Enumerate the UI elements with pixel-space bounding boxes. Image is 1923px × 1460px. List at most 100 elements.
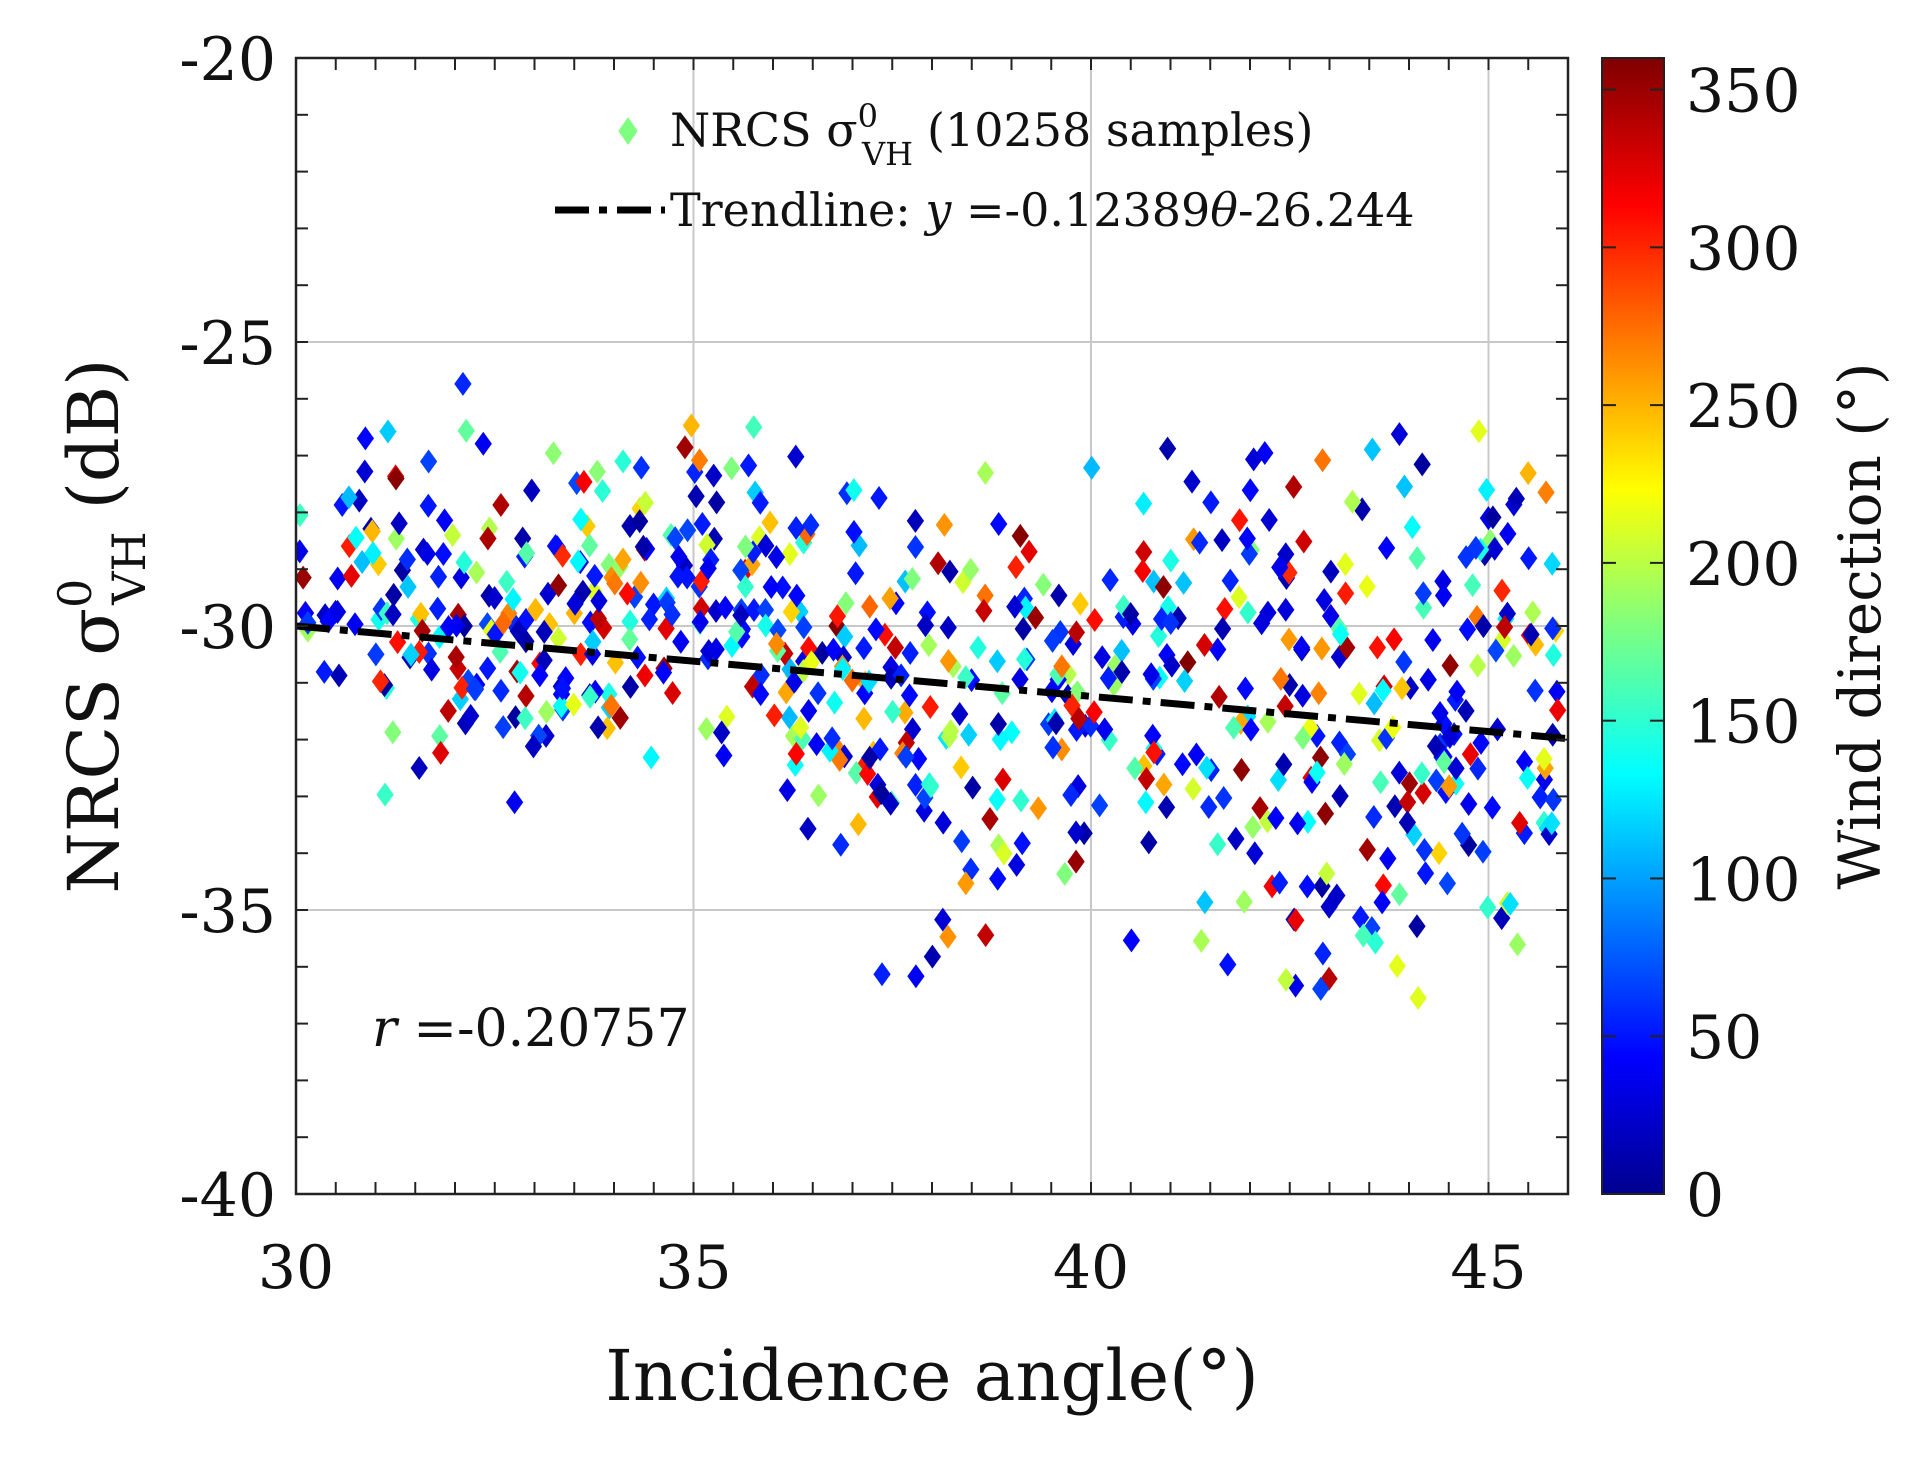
scatter-point bbox=[553, 543, 572, 568]
legend-scatter-marker bbox=[618, 117, 638, 145]
scatter-point bbox=[1144, 723, 1162, 748]
scatter-point bbox=[941, 559, 959, 584]
colorbar-tick-label: 0 bbox=[1686, 1161, 1724, 1231]
scatter-point bbox=[807, 732, 826, 757]
scatter-point bbox=[1507, 486, 1525, 511]
scatter-point bbox=[832, 832, 850, 857]
scatter-point bbox=[1069, 774, 1087, 799]
scatter-point bbox=[1390, 882, 1409, 907]
scatter-point bbox=[809, 783, 828, 808]
scatter-point bbox=[544, 441, 563, 466]
scatter-point bbox=[390, 511, 408, 536]
scatter-point bbox=[506, 705, 525, 730]
scatter-point bbox=[1059, 662, 1077, 687]
scatter-point bbox=[1154, 574, 1173, 599]
scatter-point bbox=[1366, 930, 1385, 955]
scatter-point bbox=[1236, 676, 1254, 701]
scatter-point bbox=[1350, 681, 1368, 706]
scatter-point bbox=[1044, 735, 1062, 760]
scatter-point bbox=[920, 633, 938, 658]
scatter-point bbox=[454, 371, 472, 396]
scatter-point bbox=[897, 744, 915, 769]
scatter-point bbox=[802, 513, 820, 538]
scatter-point bbox=[1310, 681, 1328, 706]
scatter-point bbox=[1067, 849, 1085, 874]
scatter-point bbox=[432, 740, 450, 765]
scatter-point bbox=[1280, 673, 1299, 698]
scatter-point bbox=[942, 719, 960, 744]
scatter-point bbox=[1245, 447, 1263, 472]
scatter-point bbox=[1179, 650, 1197, 675]
scatter-point bbox=[1014, 616, 1032, 641]
scatter-point bbox=[1007, 555, 1025, 580]
scatter-point bbox=[384, 720, 402, 745]
scatter-point bbox=[1242, 717, 1260, 742]
scatter-point bbox=[1210, 684, 1228, 709]
scatter-point bbox=[1258, 809, 1277, 834]
scatter-point bbox=[693, 511, 711, 536]
scatter-point bbox=[1408, 914, 1426, 939]
scatter-point bbox=[376, 782, 394, 807]
scatter-point bbox=[845, 519, 863, 544]
scatter-point bbox=[1270, 870, 1289, 895]
scatter-point bbox=[1158, 436, 1177, 461]
scatter-point bbox=[1353, 497, 1371, 522]
scatter-point bbox=[418, 541, 437, 566]
scatter-point bbox=[929, 551, 947, 576]
scatter-point bbox=[1501, 891, 1519, 916]
scatter-point bbox=[517, 684, 535, 709]
scatter-point bbox=[1221, 568, 1239, 593]
scatter-point bbox=[640, 607, 659, 632]
y-tick-label: -25 bbox=[179, 309, 276, 379]
scatter-point bbox=[969, 635, 987, 660]
scatter-point bbox=[494, 610, 512, 635]
scatter-point bbox=[1053, 654, 1071, 679]
scatter-point bbox=[964, 775, 982, 800]
scatter-point bbox=[678, 518, 697, 543]
scatter-point bbox=[1548, 679, 1566, 704]
scatter-point bbox=[1479, 895, 1497, 920]
scatter-point bbox=[329, 566, 347, 591]
scatter-point bbox=[1277, 967, 1295, 992]
scatter-point bbox=[364, 541, 382, 566]
scatter-point bbox=[900, 683, 919, 708]
scatter-point bbox=[1174, 570, 1193, 595]
scatter-point bbox=[976, 460, 995, 485]
scatter-point bbox=[1544, 787, 1562, 812]
scatter-point bbox=[1100, 727, 1118, 752]
scatter-point bbox=[1230, 508, 1249, 533]
scatter-point bbox=[1219, 952, 1237, 977]
scatter-point bbox=[1011, 667, 1029, 692]
scatter-point bbox=[330, 663, 348, 688]
scatter-point bbox=[1316, 801, 1335, 826]
scatter-point bbox=[1232, 757, 1251, 782]
scatter-point bbox=[1145, 740, 1163, 765]
scatter-point bbox=[505, 790, 524, 815]
scatter-point bbox=[872, 781, 890, 806]
scatter-point bbox=[1239, 600, 1257, 625]
scatter-point bbox=[682, 413, 700, 438]
scatter-point bbox=[1096, 717, 1114, 742]
scatter-point bbox=[935, 512, 954, 537]
scatter-point bbox=[453, 675, 471, 700]
scatter-point bbox=[1499, 521, 1517, 546]
scatter-point bbox=[873, 962, 891, 987]
scatter-point bbox=[663, 602, 681, 627]
scatter-point bbox=[552, 694, 570, 719]
scatter-point bbox=[991, 727, 1010, 752]
scatter-point bbox=[1368, 635, 1387, 660]
scatter-point bbox=[1200, 794, 1218, 819]
scatter-point bbox=[691, 610, 709, 635]
scatter-point bbox=[847, 760, 865, 785]
scatter-point bbox=[410, 755, 428, 780]
scatter-point bbox=[531, 663, 549, 688]
scatter-point bbox=[994, 767, 1012, 792]
scatter-point bbox=[678, 565, 696, 590]
scatter-point bbox=[631, 509, 649, 534]
y-tick-label: -40 bbox=[179, 1161, 276, 1231]
scatter-point bbox=[1067, 820, 1085, 845]
scatter-point bbox=[1195, 632, 1214, 657]
scatter-point bbox=[745, 598, 763, 623]
scatter-point bbox=[478, 656, 497, 681]
scatter-point bbox=[953, 829, 971, 854]
